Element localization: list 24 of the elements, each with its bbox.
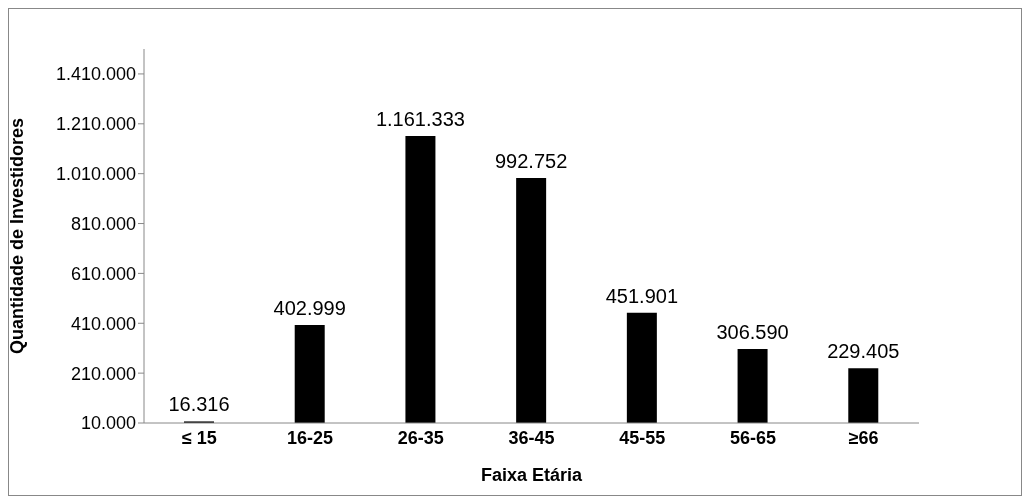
data-label: 451.901 <box>605 284 679 307</box>
x-tick-label: 16-25 <box>287 427 334 448</box>
data-label: 229.405 <box>827 340 900 363</box>
y-tick-label: 10.000 <box>80 413 136 434</box>
y-axis-title: Quantidade de Investidores <box>7 117 28 355</box>
data-label: 1.161.333 <box>375 107 465 130</box>
data-label: 992.752 <box>494 149 568 172</box>
data-label: 306.590 <box>716 321 789 344</box>
y-tick-label: 1.410.000 <box>55 64 136 85</box>
y-tick-label: 210.000 <box>70 363 136 384</box>
y-tick-label: 410.000 <box>70 313 136 334</box>
y-tick-label: 810.000 <box>70 213 136 234</box>
y-tick-label: 610.000 <box>70 263 136 284</box>
x-axis-title: Faixa Etária <box>480 465 584 485</box>
x-tick-label: 45-55 <box>619 427 666 448</box>
x-tick-label: 26-35 <box>397 427 444 448</box>
x-tick-label: 36-45 <box>508 427 555 448</box>
data-label: 402.999 <box>273 297 346 320</box>
x-tick-label: 56-65 <box>729 427 776 448</box>
y-tick-label: 1.010.000 <box>55 164 136 185</box>
x-tick-label: ≤ 15 <box>181 427 217 448</box>
x-tick-label: ≥66 <box>848 427 879 448</box>
y-tick-label: 1.210.000 <box>55 114 136 135</box>
data-label: 16.316 <box>168 393 230 416</box>
